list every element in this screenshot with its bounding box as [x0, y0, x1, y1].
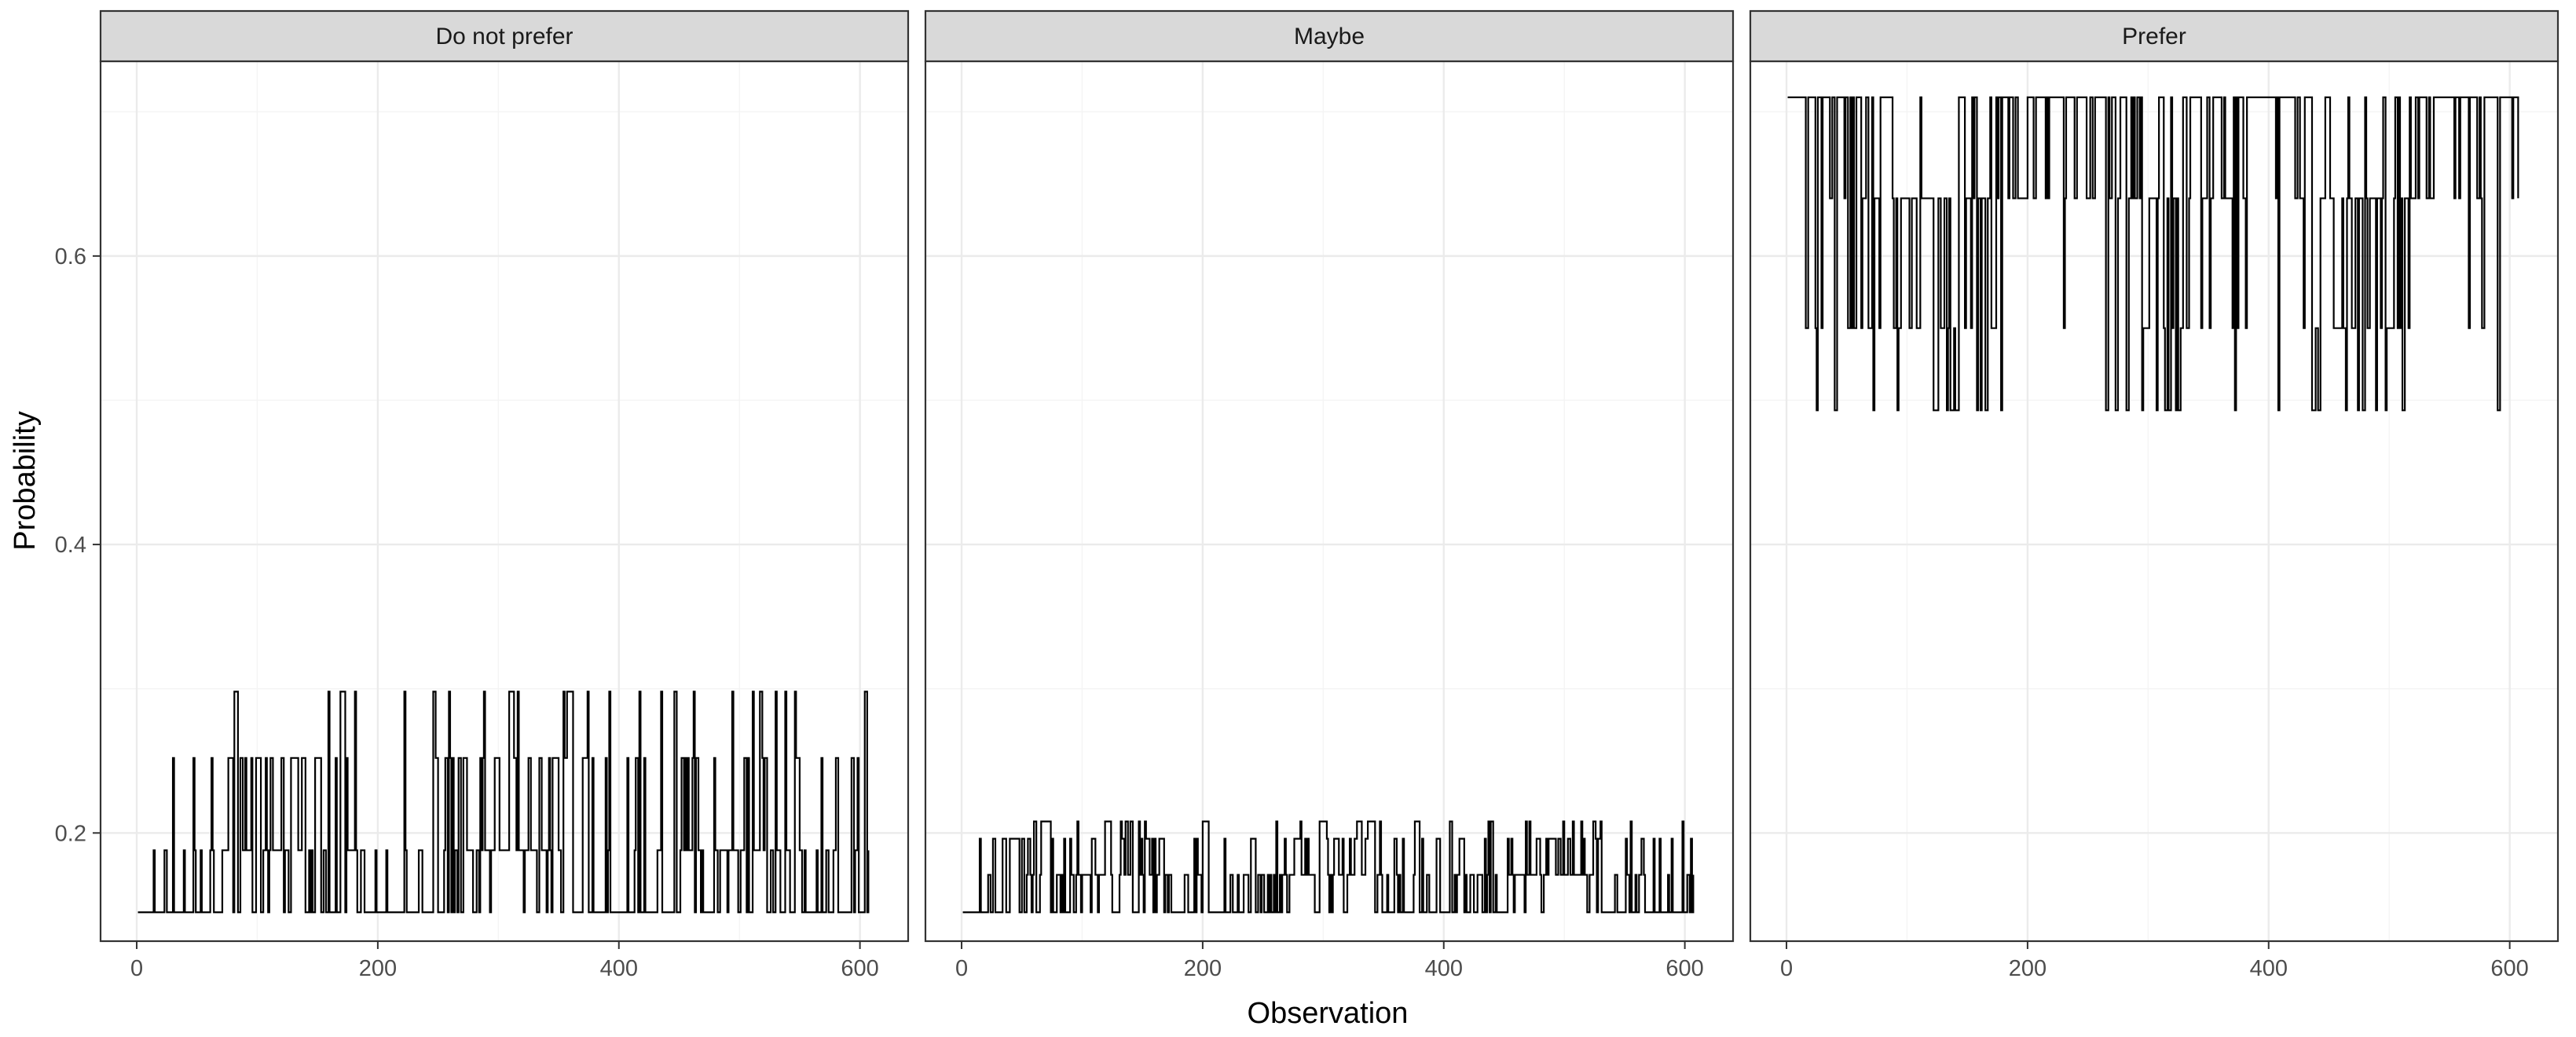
- x-tick-label: 600: [841, 956, 878, 981]
- facet-strip-label: Maybe: [1294, 24, 1365, 49]
- x-tick-label: 400: [1425, 956, 1463, 981]
- series-line-3: [1787, 96, 2519, 412]
- facet-panel-1: Do not prefer 0 200 400 600: [99, 9, 910, 981]
- y-tick-label: 0.4: [55, 533, 86, 558]
- x-tick-label: 400: [600, 956, 638, 981]
- x-tick-label: 600: [1665, 956, 1703, 981]
- x-axis-title: Observation: [1248, 997, 1409, 1030]
- facet-panel-2: Maybe 0 200 400 600: [924, 9, 1735, 981]
- x-tick-label: 600: [2490, 956, 2528, 981]
- panel-background: [1750, 61, 2558, 941]
- x-tick-label: 0: [130, 956, 143, 981]
- x-tick-label: 0: [1780, 956, 1793, 981]
- y-tick-label: 0.6: [55, 244, 86, 269]
- panel-background: [925, 61, 1733, 941]
- x-tick-label: 0: [955, 956, 968, 981]
- y-axis-title: Probability: [9, 411, 42, 550]
- facet-strip-label: Prefer: [2122, 24, 2186, 49]
- x-tick-label: 200: [2009, 956, 2047, 981]
- y-tick-label: 0.2: [55, 821, 86, 846]
- axis-layer: Observation Probability 0.2 0.4 0.6: [9, 244, 1408, 1030]
- x-tick-label: 400: [2250, 956, 2288, 981]
- facet-panel-3: Prefer 0 200 400 600: [1749, 9, 2560, 981]
- series-line-2: [962, 820, 1695, 914]
- series-line-1: [137, 691, 870, 914]
- facet-strip: [924, 9, 1735, 63]
- x-tick-label: 200: [1184, 956, 1222, 981]
- x-tick-label: 200: [359, 956, 397, 981]
- facet-strip: [99, 9, 910, 63]
- facet-strip: [1749, 9, 2560, 63]
- facet-strip-label: Do not prefer: [435, 24, 573, 49]
